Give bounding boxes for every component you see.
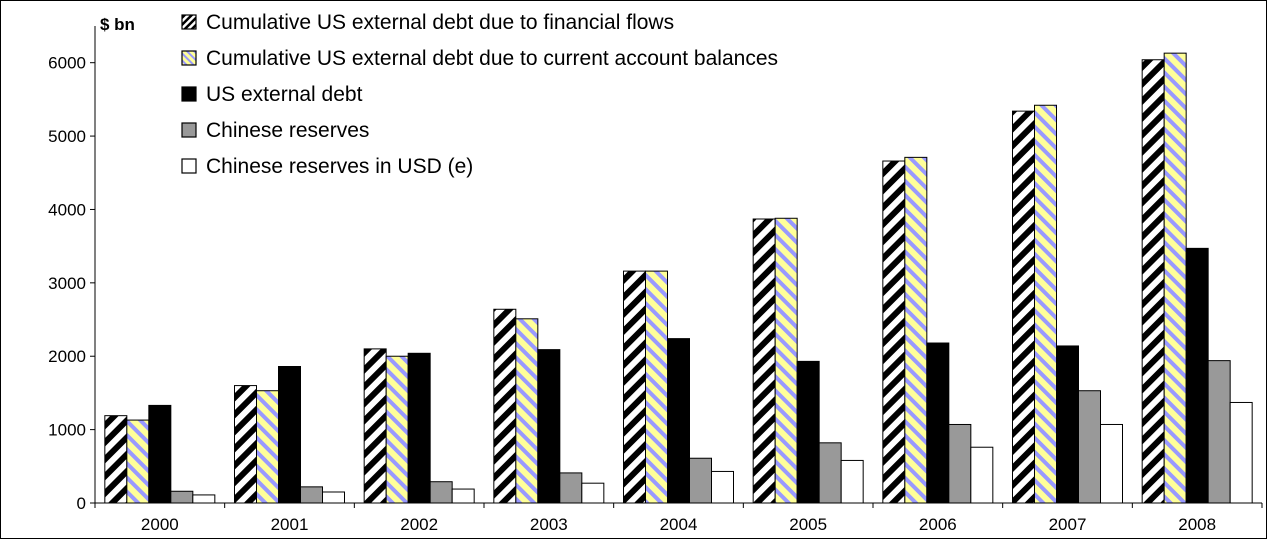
bar xyxy=(1056,345,1079,504)
bar xyxy=(493,308,517,504)
bar xyxy=(882,160,906,504)
bar xyxy=(1185,247,1209,504)
bar xyxy=(645,270,668,504)
bar xyxy=(126,419,150,504)
bar xyxy=(515,318,539,504)
bar xyxy=(363,348,387,504)
y-tick-label: 5000 xyxy=(48,127,86,146)
bar xyxy=(1163,52,1187,504)
bar xyxy=(385,355,409,504)
bar xyxy=(278,366,301,504)
bar xyxy=(1100,423,1123,504)
x-tick-label: 2005 xyxy=(789,515,827,534)
bar xyxy=(926,342,950,504)
x-tick-label: 2007 xyxy=(1049,515,1087,534)
bar xyxy=(451,488,475,504)
bar xyxy=(1141,59,1165,504)
legend-swatch xyxy=(181,86,197,102)
bar xyxy=(537,349,561,504)
bar xyxy=(752,218,776,504)
bar xyxy=(559,472,583,504)
bar xyxy=(689,457,712,504)
x-tick-label: 2004 xyxy=(660,515,698,534)
bar xyxy=(796,360,820,504)
bar xyxy=(148,404,172,504)
bar xyxy=(322,491,345,504)
bar xyxy=(1078,390,1101,504)
x-tick-label: 2001 xyxy=(271,515,309,534)
bar xyxy=(170,490,194,504)
bar xyxy=(667,338,690,504)
bar xyxy=(192,494,216,504)
legend-swatch xyxy=(181,14,197,30)
legend-label: US external debt xyxy=(206,83,363,106)
x-tick-label: 2008 xyxy=(1178,515,1216,534)
bar xyxy=(1207,360,1231,504)
y-tick-label: 2000 xyxy=(48,347,86,366)
bar xyxy=(407,352,431,504)
bar xyxy=(1034,104,1057,504)
bar xyxy=(300,486,323,504)
x-tick-label: 2000 xyxy=(141,515,179,534)
legend-label: Cumulative US external debt due to finan… xyxy=(206,11,674,34)
bar xyxy=(904,156,928,504)
y-tick-label: 1000 xyxy=(48,421,86,440)
unit-label: $ bn xyxy=(100,15,135,34)
bar xyxy=(623,270,646,504)
x-tick-label: 2006 xyxy=(919,515,957,534)
bar xyxy=(1012,110,1035,504)
bar xyxy=(774,217,798,504)
y-tick-label: 3000 xyxy=(48,274,86,293)
bar xyxy=(818,442,842,504)
bar xyxy=(581,482,605,504)
legend-swatch xyxy=(181,50,197,66)
legend-label: Cumulative US external debt due to curre… xyxy=(206,47,778,70)
y-tick-label: 0 xyxy=(77,494,86,513)
y-tick-label: 6000 xyxy=(48,54,86,73)
y-tick-label: 4000 xyxy=(48,200,86,219)
legend-label: Chinese reserves in USD (e) xyxy=(206,155,473,178)
legend-label: Chinese reserves xyxy=(206,119,369,142)
bar xyxy=(256,390,279,504)
x-tick-label: 2003 xyxy=(530,515,568,534)
bar xyxy=(711,470,734,504)
bar xyxy=(970,446,994,504)
bar xyxy=(104,415,128,504)
bar xyxy=(234,385,257,504)
legend-swatch xyxy=(181,158,197,174)
legend-swatch xyxy=(181,122,197,138)
bar xyxy=(840,459,864,504)
bar xyxy=(948,423,972,504)
bar xyxy=(1229,401,1253,504)
bar xyxy=(429,481,453,504)
x-tick-label: 2002 xyxy=(400,515,438,534)
